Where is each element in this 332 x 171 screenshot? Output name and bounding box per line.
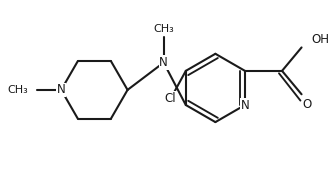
Text: N: N bbox=[57, 83, 66, 96]
Text: CH₃: CH₃ bbox=[153, 24, 174, 34]
Text: CH₃: CH₃ bbox=[7, 85, 28, 95]
Text: N: N bbox=[159, 56, 168, 69]
Text: OH: OH bbox=[311, 33, 329, 46]
Text: Cl: Cl bbox=[164, 92, 176, 105]
Text: N: N bbox=[241, 98, 249, 111]
Text: O: O bbox=[303, 97, 312, 110]
